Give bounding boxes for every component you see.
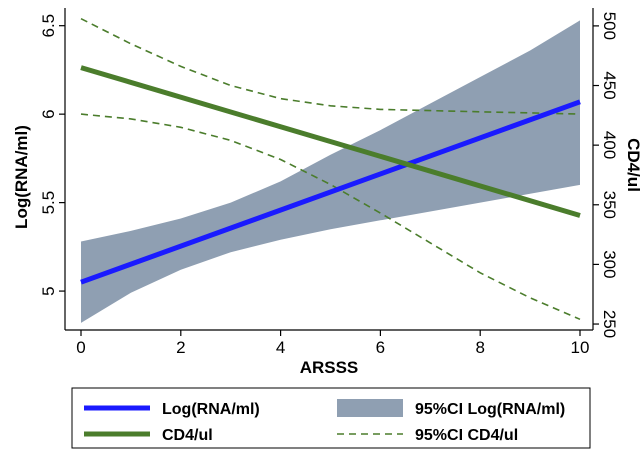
y-right-tick-label: 400 (600, 131, 619, 159)
legend-label: Log(RNA/ml) (162, 401, 260, 418)
x-tick-label: 2 (176, 338, 185, 357)
log-rna-line (80, 99, 581, 285)
ci-line-cd4-upper (80, 17, 581, 115)
y-axis-left-title: Log(RNA/ml) (12, 125, 31, 229)
y-left-tick-label: 5 (39, 286, 58, 295)
x-tick-label: 0 (76, 338, 85, 357)
y-right-tick-label: 450 (600, 71, 619, 99)
legend: Log(RNA/ml) 95%CI Log(RNA/ml) CD4/ul 95%CI … (71, 387, 591, 449)
x-axis-title: ARSSS (300, 358, 359, 377)
ci-band-log-rna (81, 20, 580, 323)
legend-label: 95%CI Log(RNA/ml) (415, 401, 565, 418)
cd4-line (80, 65, 581, 218)
x-tick-label: 8 (475, 338, 484, 357)
legend-label: 95%CI CD4/ul (415, 427, 518, 444)
legend-box (71, 387, 591, 449)
legend-swatch-ci-band (337, 399, 403, 417)
y-axis-right-title: CD4/ul (624, 138, 643, 192)
y-right-tick-label: 500 (600, 12, 619, 40)
x-tick-label: 10 (571, 338, 590, 357)
y-left-tick-label: 6 (39, 109, 58, 118)
x-tick-label: 4 (276, 338, 285, 357)
y-right-tick-label: 300 (600, 250, 619, 278)
x-tick-label: 6 (376, 338, 385, 357)
axes: 0 2 4 6 8 10 5 5.5 6 6.5 250 300 350 400 450 500 (39, 8, 619, 357)
legend-label: CD4/ul (162, 427, 213, 444)
y-right-tick-label: 350 (600, 191, 619, 219)
plot-area (80, 17, 581, 323)
y-left-tick-label: 5.5 (39, 191, 58, 215)
y-right-tick-label: 250 (600, 310, 619, 338)
y-left-tick-label: 6.5 (39, 14, 58, 38)
